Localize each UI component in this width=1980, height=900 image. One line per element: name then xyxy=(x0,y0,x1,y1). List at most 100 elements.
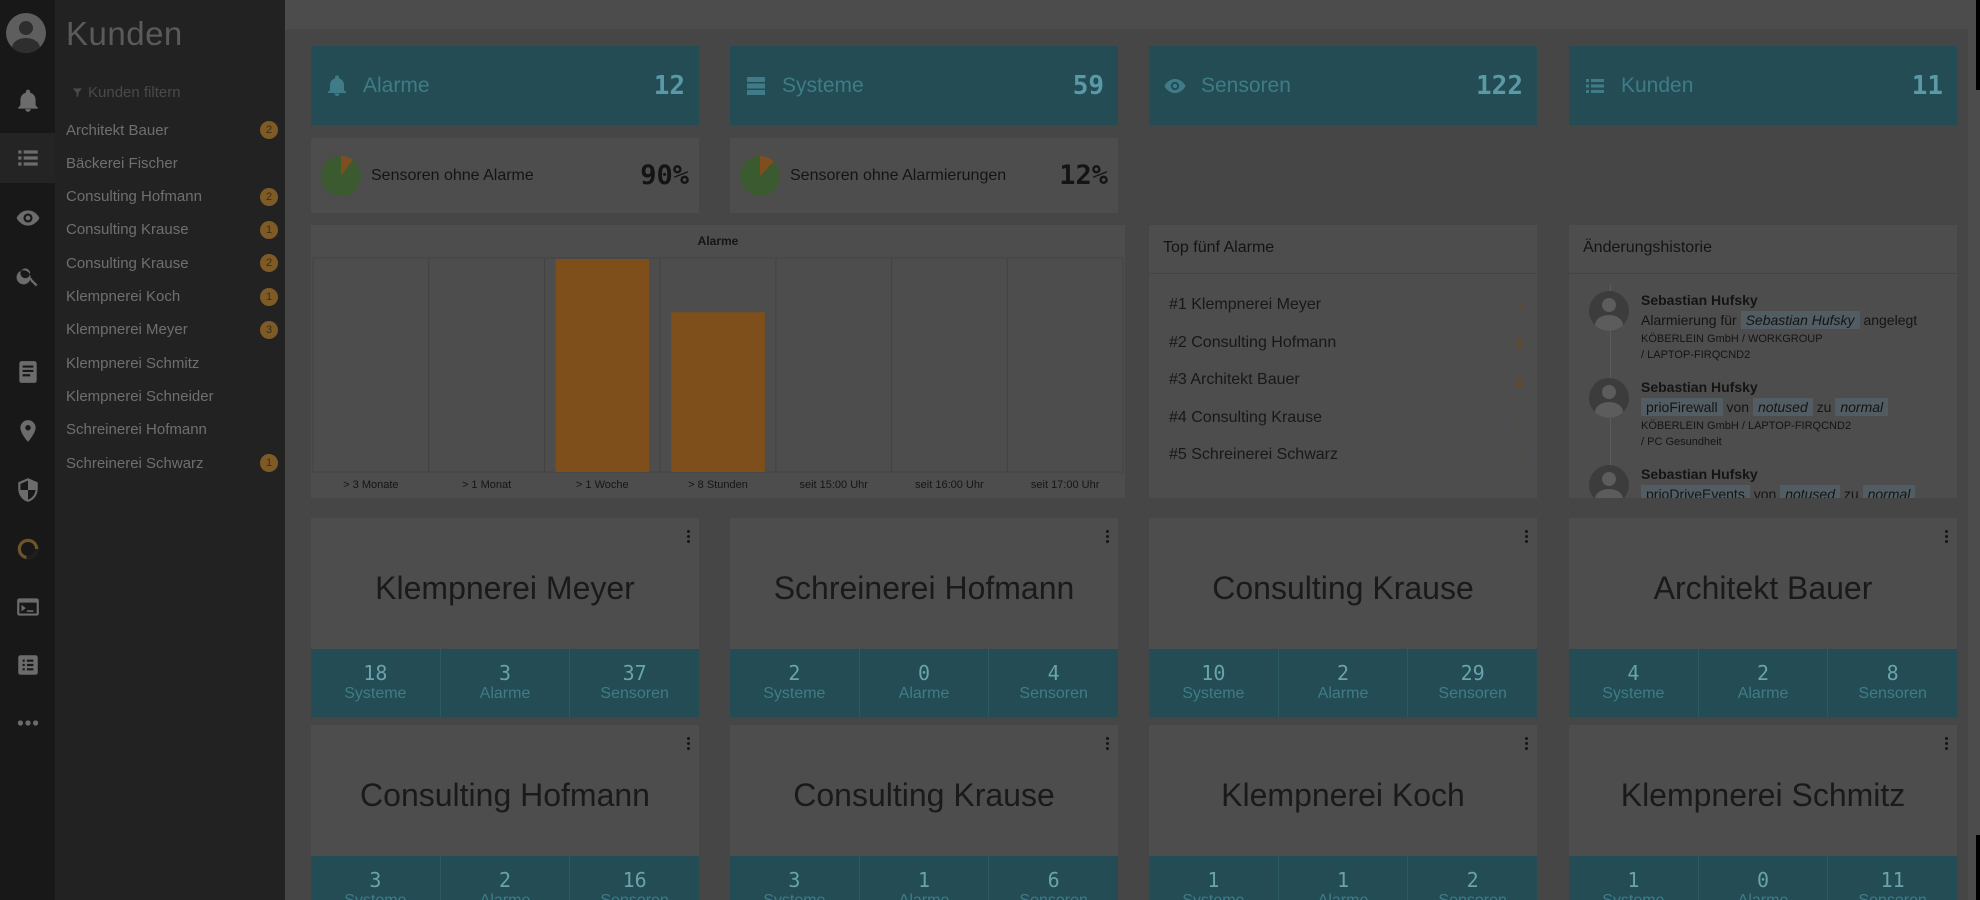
kebab-menu-icon[interactable] xyxy=(1106,737,1110,751)
stat-sensoren[interactable]: 2Sensoren xyxy=(1408,856,1537,900)
customer-card-klempnerei-koch[interactable]: Klempnerei Koch1Systeme1Alarme2Sensoren xyxy=(1149,725,1537,900)
customer-card-consulting-krause[interactable]: Consulting Krause 10 Systeme 2 Alarme 29 Senso… xyxy=(1149,518,1537,717)
top-five-item[interactable]: #2 Consulting Hofmann 2 xyxy=(1169,328,1523,358)
sidebar-item-klempnerei-schmitz[interactable]: Klempnerei Schmitz xyxy=(66,348,278,378)
stat-systeme[interactable]: 10 Systeme xyxy=(1149,649,1279,717)
sidebar-item-baeckerei-fischer[interactable]: Bäckerei Fischer xyxy=(66,148,278,178)
chart-bar[interactable] xyxy=(671,312,765,472)
list-icon[interactable] xyxy=(0,133,55,183)
stat-systeme[interactable]: 18 Systeme xyxy=(311,649,441,717)
history-text-part: Alarmierung für xyxy=(1641,312,1737,328)
history-text-part: von xyxy=(1753,486,1777,498)
customer-filter-input[interactable]: Kunden filtern xyxy=(72,84,181,101)
stat-number: 8 xyxy=(1886,661,1899,685)
top-five-item[interactable]: #5 Schreinerei Schwarz 1 xyxy=(1169,440,1523,470)
stat-sensoren[interactable]: 29 Sensoren xyxy=(1408,649,1537,717)
sidebar-item-consulting-hofmann[interactable]: Consulting Hofmann 2 xyxy=(66,182,278,212)
stat-label: Alarme xyxy=(480,891,531,900)
chart-bar[interactable] xyxy=(555,259,650,472)
stat-tile-sensoren[interactable]: Sensoren 122 xyxy=(1149,46,1537,125)
top-five-item-label: #4 Consulting Krause xyxy=(1169,409,1322,427)
stat-sensoren[interactable]: 37 Sensoren xyxy=(570,649,699,717)
stat-systeme[interactable]: 2 Systeme xyxy=(730,649,860,717)
stat-systeme[interactable]: 3Systeme xyxy=(730,856,860,900)
top-five-item-label: #5 Schreinerei Schwarz xyxy=(1169,446,1338,464)
sidebar-item-architekt-bauer[interactable]: Architekt Bauer 2 xyxy=(66,115,278,145)
kebab-menu-icon[interactable] xyxy=(1106,530,1110,544)
history-text: prioDriveEvents von notused zu normal xyxy=(1641,483,1951,498)
stat-label: Sensoren xyxy=(1019,685,1088,702)
ring-icon[interactable] xyxy=(0,524,55,574)
stat-sensoren[interactable]: 8 Sensoren xyxy=(1828,649,1957,717)
shield-icon[interactable] xyxy=(0,465,55,515)
stat-sensoren[interactable]: 6Sensoren xyxy=(989,856,1118,900)
stat-tile-systeme[interactable]: Systeme 59 xyxy=(730,46,1118,125)
sidebar-item-consulting-krause[interactable]: Consulting Krause 2 xyxy=(66,248,278,278)
kebab-menu-icon[interactable] xyxy=(1525,530,1529,544)
stat-number: 0 xyxy=(1756,868,1770,892)
stat-tile-kunden[interactable]: Kunden 11 xyxy=(1569,46,1957,125)
x-tick-label: > 1 Monat xyxy=(462,479,511,491)
more-icon[interactable] xyxy=(0,698,55,748)
terminal-icon[interactable] xyxy=(0,582,55,632)
stat-systeme[interactable]: 3Systeme xyxy=(311,856,441,900)
eye-icon[interactable] xyxy=(0,193,55,243)
sidebar-item-klempnerei-meyer[interactable]: Klempnerei Meyer 3 xyxy=(66,315,278,345)
sidebar-item-klempnerei-schneider[interactable]: Klempnerei Schneider xyxy=(66,381,278,411)
search-icon[interactable] xyxy=(0,251,55,301)
kebab-menu-icon[interactable] xyxy=(1525,737,1529,751)
stat-systeme[interactable]: 1Systeme xyxy=(1149,856,1279,900)
sidebar-item-consulting-krause[interactable]: Consulting Krause 1 xyxy=(66,215,278,245)
stat-sensoren[interactable]: 16Sensoren xyxy=(570,856,699,900)
customer-stats: 1Systeme1Alarme2Sensoren xyxy=(1149,856,1537,900)
customer-card-consulting-hofmann[interactable]: Consulting Hofmann3Systeme2Alarme16Senso… xyxy=(311,725,699,900)
stat-tile-alarme[interactable]: Alarme 12 xyxy=(311,46,699,125)
kebab-menu-icon[interactable] xyxy=(1945,737,1949,751)
sidebar-item-label: Klempnerei Schmitz xyxy=(66,354,200,372)
top-five-item[interactable]: #3 Architekt Bauer 2 xyxy=(1169,365,1523,395)
kebab-menu-icon[interactable] xyxy=(687,737,691,751)
location-pin-icon[interactable] xyxy=(0,406,55,456)
stat-sensoren[interactable]: 4 Sensoren xyxy=(989,649,1118,717)
alarm-count: 2 xyxy=(1515,372,1523,388)
customer-card-schreinerei-hofmann[interactable]: Schreinerei Hofmann 2 Systeme 0 Alarme 4 Senso… xyxy=(730,518,1118,717)
top-five-item[interactable]: #4 Consulting Krause 2 xyxy=(1169,403,1523,433)
customer-card-klempnerei-schmitz[interactable]: Klempnerei Schmitz1Systeme0Alarme11Senso… xyxy=(1569,725,1957,900)
kebab-menu-icon[interactable] xyxy=(687,530,691,544)
scrollbar[interactable] xyxy=(1968,0,1980,900)
rank: #2 xyxy=(1169,333,1187,351)
x-tick-label: seit 15:00 Uhr xyxy=(799,479,868,491)
stat-systeme[interactable]: 4 Systeme xyxy=(1569,649,1699,717)
stat-number: 4 xyxy=(1627,661,1640,685)
top-five-item[interactable]: #1 Klempnerei Meyer 3 xyxy=(1169,290,1523,320)
customer-card-architekt-bauer[interactable]: Architekt Bauer 4 Systeme 2 Alarme 8 Sensoren xyxy=(1569,518,1957,717)
filter-placeholder: Kunden filtern xyxy=(88,84,181,101)
customer-card-klempnerei-meyer[interactable]: Klempnerei Meyer 18 Systeme 3 Alarme 37 Sensor… xyxy=(311,518,699,717)
customer-card-consulting-krause[interactable]: Consulting Krause3Systeme1Alarme6Sensore… xyxy=(730,725,1118,900)
bell-icon[interactable] xyxy=(0,76,55,126)
stat-value: 11 xyxy=(1911,70,1943,101)
stat-number: 0 xyxy=(917,661,931,685)
book-icon[interactable] xyxy=(0,347,55,397)
alarm-count: 2 xyxy=(1515,335,1523,350)
stat-systeme[interactable]: 1Systeme xyxy=(1569,856,1699,900)
user-avatar[interactable] xyxy=(6,13,46,53)
stat-label: Systeme xyxy=(763,685,826,702)
kebab-menu-icon[interactable] xyxy=(1945,530,1949,544)
sidebar-item-schreinerei-schwarz[interactable]: Schreinerei Schwarz 1 xyxy=(66,448,278,478)
sidebar-item-klempnerei-koch[interactable]: Klempnerei Koch 1 xyxy=(66,282,278,312)
history-user: Sebastian Hufsky xyxy=(1641,466,1758,482)
sidebar-item-schreinerei-hofmann[interactable]: Schreinerei Hofmann xyxy=(66,415,278,445)
stat-number: 2 xyxy=(1466,868,1479,892)
history-path: / PC Gesundheit xyxy=(1641,436,1722,448)
list-alt-icon[interactable] xyxy=(0,640,55,690)
stat-alarme[interactable]: 3 Alarme xyxy=(441,649,571,717)
